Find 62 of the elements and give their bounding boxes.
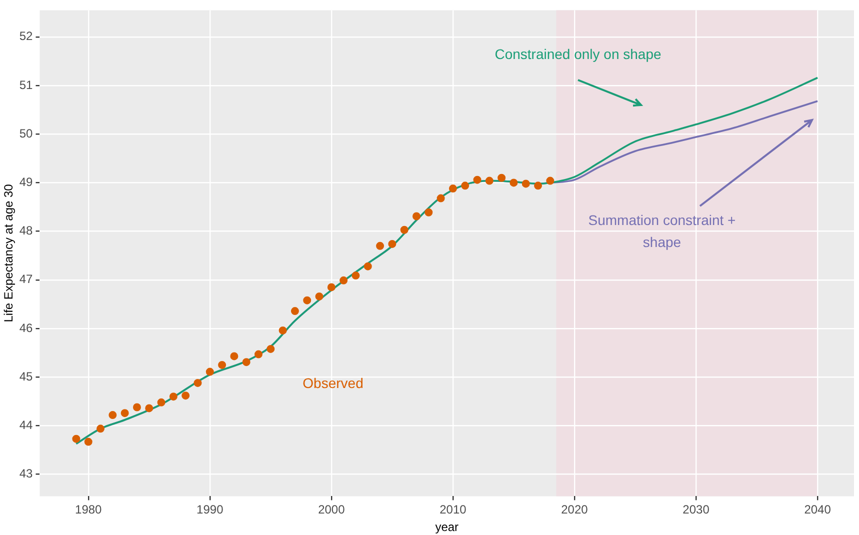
point <box>157 398 166 406</box>
y-tick-label: 46 <box>19 320 34 335</box>
point <box>96 424 105 433</box>
point <box>278 326 287 334</box>
x-tick-label: 2000 <box>318 502 346 517</box>
point <box>376 242 384 250</box>
x-tick-label: 2030 <box>682 502 710 517</box>
point <box>448 184 457 193</box>
text: Observed <box>302 374 364 391</box>
y-tick-label: 50 <box>19 126 34 140</box>
text: Constrained only on shape <box>494 46 662 62</box>
point <box>230 352 238 360</box>
x-tick-label: 1990 <box>196 502 224 517</box>
x-axis-title: year <box>435 520 459 534</box>
point <box>436 194 445 202</box>
point <box>424 208 433 216</box>
text: Summation constraint + shape <box>588 212 736 250</box>
point <box>108 411 117 420</box>
point <box>182 392 190 400</box>
point <box>290 307 299 316</box>
point <box>534 182 542 190</box>
point <box>388 240 396 248</box>
y-tick-label: 48 <box>19 224 34 238</box>
x-tick-label: 2020 <box>561 502 588 517</box>
x-tick-label: 2010 <box>440 502 467 517</box>
y-tick-label: 43 <box>19 466 34 481</box>
point <box>352 272 360 280</box>
point <box>194 378 202 387</box>
point <box>461 182 470 190</box>
y-tick-label: 51 <box>19 78 34 92</box>
point <box>242 358 250 366</box>
point <box>400 226 408 234</box>
point <box>218 360 226 369</box>
point <box>546 176 554 185</box>
point <box>84 438 92 446</box>
point <box>206 368 214 376</box>
point <box>412 212 420 220</box>
y-tick-label: 45 <box>19 369 34 384</box>
point <box>485 176 494 185</box>
point <box>522 180 530 188</box>
point <box>473 176 482 184</box>
point <box>254 350 262 358</box>
point <box>120 409 129 418</box>
point <box>510 178 518 187</box>
y-tick-label: 49 <box>19 175 34 190</box>
y-tick-label: 47 <box>19 272 34 286</box>
y-tick-label: 44 <box>19 418 34 432</box>
y-axis-title: Life Expectancy at age 30 <box>2 184 16 322</box>
point <box>315 292 324 300</box>
point <box>145 404 154 412</box>
point <box>327 283 336 292</box>
x-tick-label: 1980 <box>75 502 102 517</box>
y-tick-label: 52 <box>19 29 34 44</box>
point <box>72 434 80 443</box>
point <box>340 276 348 284</box>
point <box>266 344 275 353</box>
point <box>498 174 506 182</box>
point <box>169 392 178 401</box>
x-tick-label: 2040 <box>804 502 832 517</box>
point <box>364 262 372 270</box>
point <box>303 296 312 304</box>
point <box>132 403 141 412</box>
